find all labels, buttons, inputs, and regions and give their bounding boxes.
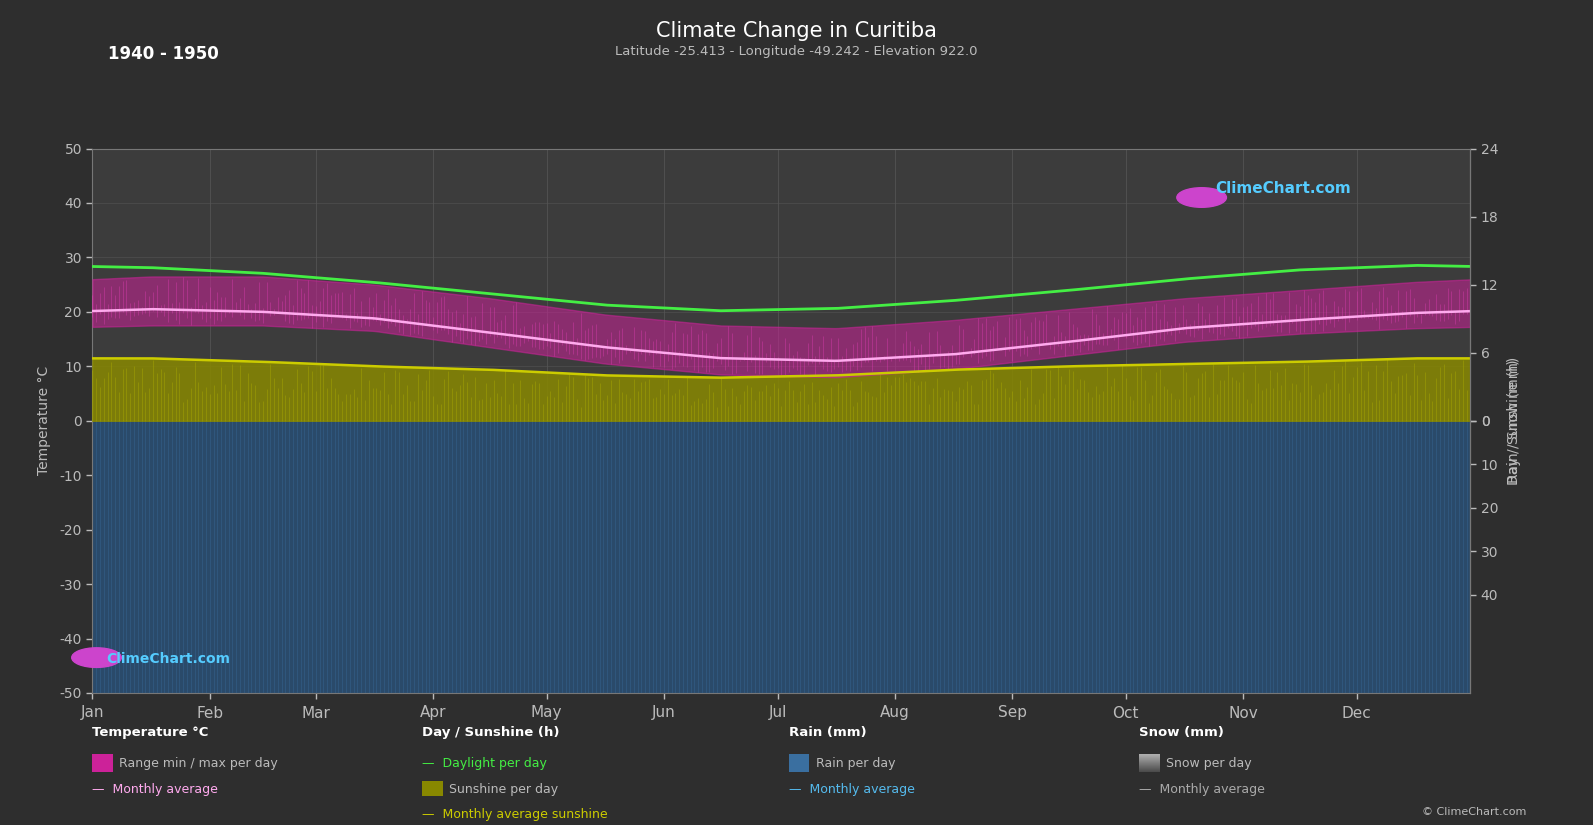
Text: 1940 - 1950: 1940 - 1950 xyxy=(108,45,220,64)
Text: —  Daylight per day: — Daylight per day xyxy=(422,757,546,770)
Text: —  Monthly average: — Monthly average xyxy=(789,783,914,796)
Text: —  Monthly average: — Monthly average xyxy=(1139,783,1265,796)
Text: Sunshine per day: Sunshine per day xyxy=(449,783,559,796)
Text: Snow (mm): Snow (mm) xyxy=(1139,726,1223,739)
Text: —  Monthly average: — Monthly average xyxy=(92,783,218,796)
Text: © ClimeChart.com: © ClimeChart.com xyxy=(1421,807,1526,817)
Text: Temperature °C: Temperature °C xyxy=(92,726,209,739)
Text: ClimeChart.com: ClimeChart.com xyxy=(1215,182,1351,196)
Text: Range min / max per day: Range min / max per day xyxy=(119,757,279,770)
Text: ClimeChart.com: ClimeChart.com xyxy=(107,652,229,666)
Text: Climate Change in Curitiba: Climate Change in Curitiba xyxy=(656,21,937,40)
Text: Rain (mm): Rain (mm) xyxy=(789,726,867,739)
Circle shape xyxy=(72,648,121,667)
Text: Day / Sunshine (h): Day / Sunshine (h) xyxy=(422,726,559,739)
Text: Rain per day: Rain per day xyxy=(816,757,895,770)
Circle shape xyxy=(1177,188,1227,207)
Text: Snow per day: Snow per day xyxy=(1166,757,1252,770)
Y-axis label: Temperature °C: Temperature °C xyxy=(37,366,51,475)
Text: —  Monthly average sunshine: — Monthly average sunshine xyxy=(422,808,609,821)
Y-axis label: Rain / Snow (mm): Rain / Snow (mm) xyxy=(1507,359,1521,483)
Text: Latitude -25.413 - Longitude -49.242 - Elevation 922.0: Latitude -25.413 - Longitude -49.242 - E… xyxy=(615,45,978,59)
Y-axis label: Day / Sunshine (h): Day / Sunshine (h) xyxy=(1507,356,1521,485)
